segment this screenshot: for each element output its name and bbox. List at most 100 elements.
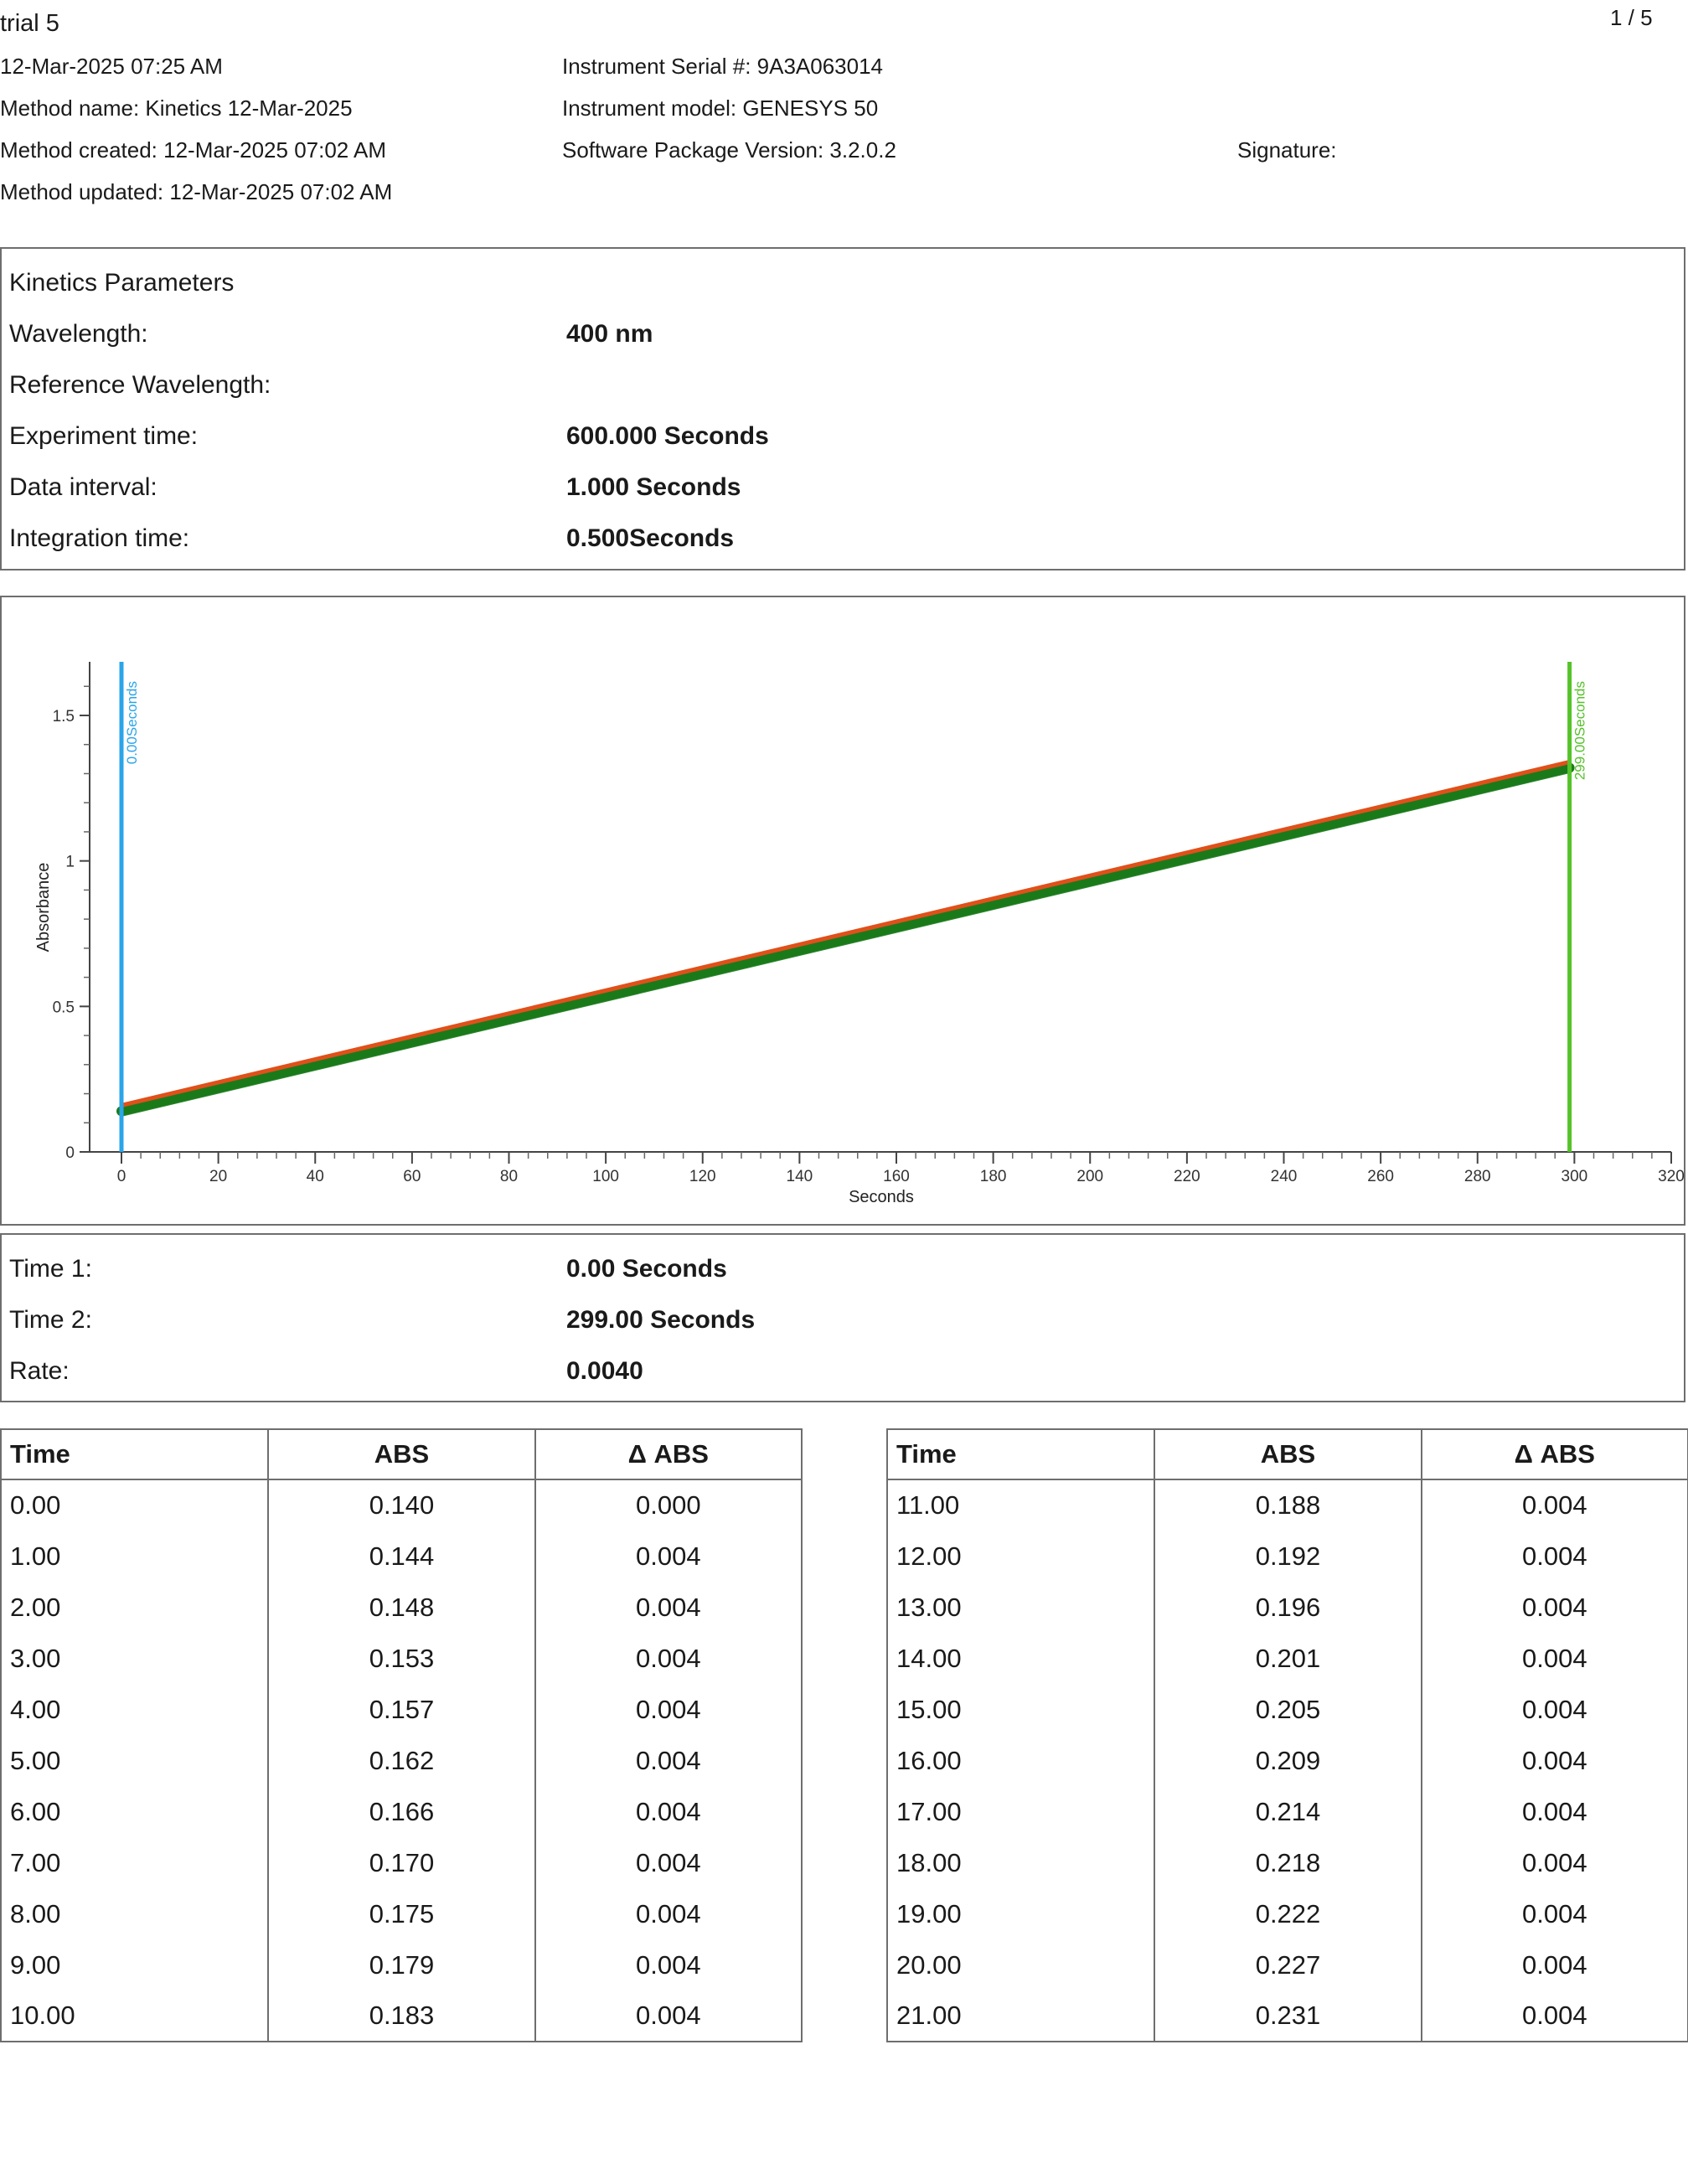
cell-delta-abs: 0.004 bbox=[1420, 1684, 1688, 1735]
table-row: 1.00 0.144 0.004 bbox=[0, 1531, 803, 1582]
x-tick-label: 260 bbox=[1367, 1168, 1394, 1185]
x-tick-label: 300 bbox=[1562, 1168, 1588, 1185]
table-row: 7.00 0.170 0.004 bbox=[0, 1837, 803, 1888]
kinetics-parameters-panel: Kinetics Parameters Wavelength: 400 nm R… bbox=[0, 247, 1685, 571]
table-row: 13.00 0.196 0.004 bbox=[885, 1582, 1688, 1633]
cell-time: 13.00 bbox=[885, 1582, 1156, 1633]
cell-time: 12.00 bbox=[885, 1531, 1156, 1582]
parameters-heading: Kinetics Parameters bbox=[9, 269, 235, 297]
report-datetime: 12-Mar-2025 07:25 AM bbox=[0, 54, 223, 79]
cell-delta-abs: 0.004 bbox=[1420, 1479, 1688, 1531]
cell-delta-abs: 0.004 bbox=[534, 1582, 803, 1633]
cell-delta-abs: 0.004 bbox=[534, 1735, 803, 1786]
cell-abs: 0.231 bbox=[1154, 1990, 1422, 2042]
y-tick-label: 0.5 bbox=[53, 999, 75, 1016]
cell-abs: 0.166 bbox=[267, 1786, 536, 1837]
cell-abs: 0.170 bbox=[267, 1837, 536, 1888]
cell-abs: 0.140 bbox=[267, 1479, 536, 1531]
cell-time: 21.00 bbox=[885, 1990, 1156, 2042]
table-row: 3.00 0.153 0.004 bbox=[0, 1633, 803, 1684]
param-value: 400 nm bbox=[566, 320, 653, 348]
fit-line-overlay bbox=[121, 760, 1570, 1106]
table-row: 6.00 0.166 0.004 bbox=[0, 1786, 803, 1837]
cell-delta-abs: 0.004 bbox=[534, 1633, 803, 1684]
result-value: 299.00 Seconds bbox=[566, 1306, 756, 1334]
result-label: Rate: bbox=[9, 1357, 70, 1385]
cell-time: 20.00 bbox=[885, 1939, 1156, 1990]
cell-time: 7.00 bbox=[0, 1837, 270, 1888]
table-row: 9.00 0.179 0.004 bbox=[0, 1939, 803, 1990]
cell-delta-abs: 0.004 bbox=[1420, 1531, 1688, 1582]
x-tick-label: 60 bbox=[403, 1168, 421, 1185]
cell-delta-abs: 0.004 bbox=[1420, 1633, 1688, 1684]
result-label: Time 2: bbox=[9, 1306, 92, 1334]
result-value: 0.00 Seconds bbox=[566, 1255, 727, 1283]
x-tick-label: 240 bbox=[1271, 1168, 1298, 1185]
table-row: 11.00 0.188 0.004 bbox=[885, 1479, 1688, 1531]
method-updated: Method updated: 12-Mar-2025 07:02 AM bbox=[0, 179, 393, 204]
cell-abs: 0.188 bbox=[1154, 1479, 1422, 1531]
cell-delta-abs: 0.004 bbox=[1420, 1582, 1688, 1633]
x-tick-label: 280 bbox=[1464, 1168, 1491, 1185]
cell-abs: 0.183 bbox=[267, 1990, 536, 2042]
column-header-time: Time bbox=[0, 1428, 270, 1480]
cell-time: 2.00 bbox=[0, 1582, 270, 1633]
table-row: 12.00 0.192 0.004 bbox=[885, 1531, 1688, 1582]
cell-abs: 0.205 bbox=[1154, 1684, 1422, 1735]
cell-delta-abs: 0.004 bbox=[1420, 1786, 1688, 1837]
column-header-time: Time bbox=[885, 1428, 1156, 1480]
cell-time: 18.00 bbox=[885, 1837, 1156, 1888]
cell-abs: 0.214 bbox=[1154, 1786, 1422, 1837]
param-value: 600.000 Seconds bbox=[566, 422, 769, 450]
cell-time: 17.00 bbox=[885, 1786, 1156, 1837]
table-row: 0.00 0.140 0.000 bbox=[0, 1479, 803, 1531]
cell-delta-abs: 0.004 bbox=[534, 1990, 803, 2042]
cell-time: 5.00 bbox=[0, 1735, 270, 1786]
results-panel: Time 1: 0.00 Seconds Time 2: 299.00 Seco… bbox=[0, 1233, 1685, 1402]
cell-abs: 0.175 bbox=[267, 1888, 536, 1939]
cell-abs: 0.144 bbox=[267, 1531, 536, 1582]
column-header-delta-abs: Δ ABS bbox=[1420, 1428, 1688, 1480]
table-row: 18.00 0.218 0.004 bbox=[885, 1837, 1688, 1888]
x-tick-label: 20 bbox=[209, 1168, 227, 1185]
cell-time: 19.00 bbox=[885, 1888, 1156, 1939]
x-tick-label: 160 bbox=[883, 1168, 910, 1185]
cell-delta-abs: 0.004 bbox=[534, 1888, 803, 1939]
param-label: Reference Wavelength: bbox=[9, 371, 271, 399]
data-table-left: Time ABS Δ ABS 0.00 0.140 0.000 1.00 0.144 0.… bbox=[0, 1428, 803, 2042]
table-row: 10.00 0.183 0.004 bbox=[0, 1990, 803, 2042]
y-tick-label: 1.5 bbox=[53, 708, 75, 725]
y-tick-label: 1 bbox=[65, 854, 75, 871]
cell-delta-abs: 0.004 bbox=[1420, 1939, 1688, 1990]
table-row: 21.00 0.231 0.004 bbox=[885, 1990, 1688, 2042]
table-row: 16.00 0.209 0.004 bbox=[885, 1735, 1688, 1786]
param-label: Wavelength: bbox=[9, 320, 148, 348]
param-label: Experiment time: bbox=[9, 422, 199, 450]
table-row: 4.00 0.157 0.004 bbox=[0, 1684, 803, 1735]
data-series-band bbox=[121, 767, 1571, 1117]
x-tick-label: 80 bbox=[500, 1168, 518, 1185]
y-tick-label: 0 bbox=[65, 1144, 75, 1162]
cell-delta-abs: 0.004 bbox=[1420, 1990, 1688, 2042]
x-tick-label: 320 bbox=[1658, 1168, 1685, 1185]
cell-time: 16.00 bbox=[885, 1735, 1156, 1786]
cell-delta-abs: 0.004 bbox=[534, 1786, 803, 1837]
cell-time: 6.00 bbox=[0, 1786, 270, 1837]
cell-time: 0.00 bbox=[0, 1479, 270, 1531]
cell-delta-abs: 0.004 bbox=[534, 1939, 803, 1990]
cell-time: 3.00 bbox=[0, 1633, 270, 1684]
method-name: Method name: Kinetics 12-Mar-2025 bbox=[0, 96, 353, 121]
cell-abs: 0.179 bbox=[267, 1939, 536, 1990]
column-header-abs: ABS bbox=[267, 1428, 536, 1480]
column-header-delta-abs: Δ ABS bbox=[534, 1428, 803, 1480]
instrument-serial: Instrument Serial #: 9A3A063014 bbox=[562, 54, 884, 79]
table-row: 20.00 0.227 0.004 bbox=[885, 1939, 1688, 1990]
cell-time: 8.00 bbox=[0, 1888, 270, 1939]
cell-abs: 0.196 bbox=[1154, 1582, 1422, 1633]
x-axis-label: Seconds bbox=[849, 1188, 914, 1206]
cell-time: 10.00 bbox=[0, 1990, 270, 2042]
param-label: Integration time: bbox=[9, 524, 190, 552]
software-version: Software Package Version: 3.2.0.2 bbox=[562, 137, 896, 163]
cell-abs: 0.192 bbox=[1154, 1531, 1422, 1582]
x-tick-label: 220 bbox=[1174, 1168, 1200, 1185]
